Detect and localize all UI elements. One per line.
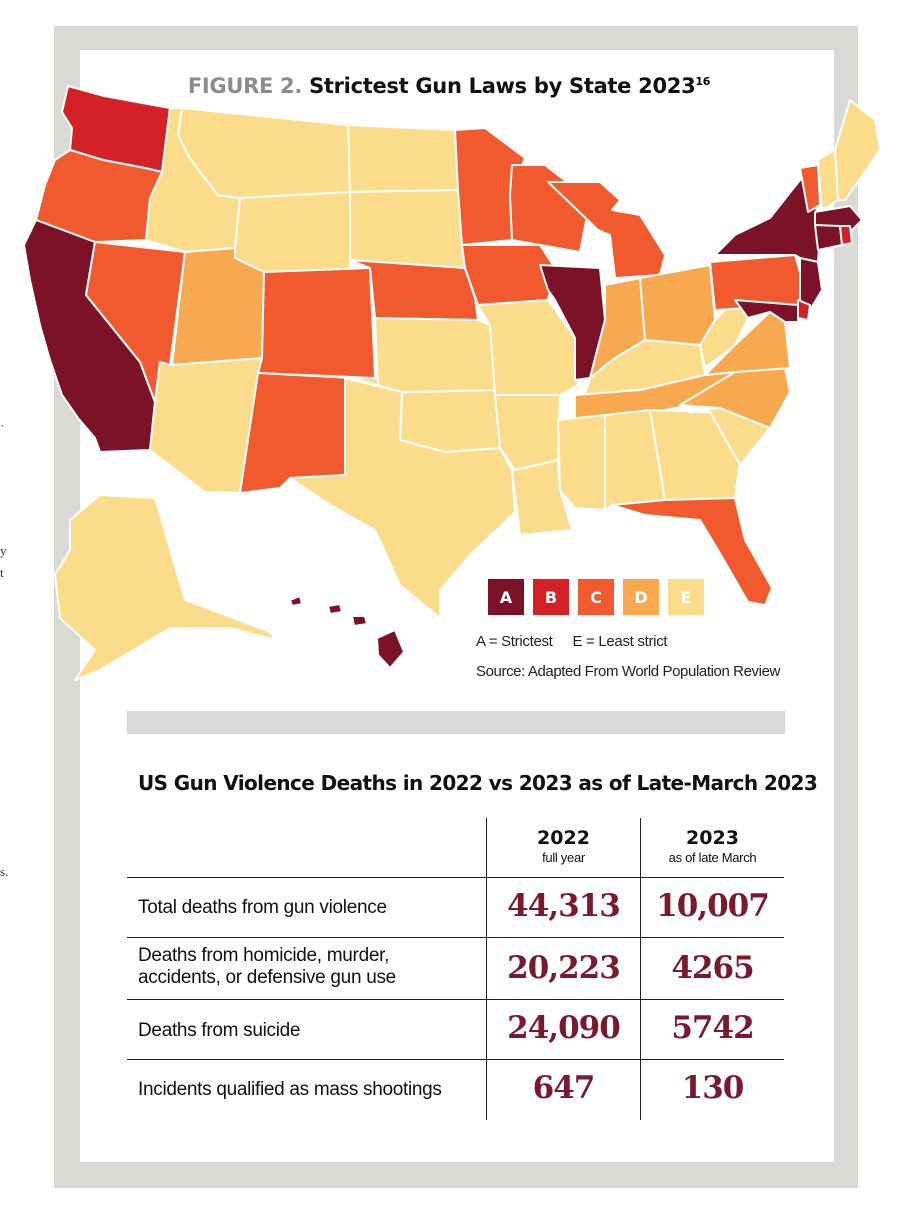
legend-strictest: A = Strictest	[476, 633, 553, 650]
legend-key-a: A	[488, 579, 524, 615]
state-new-jersey	[799, 257, 823, 311]
margin-fragment: y	[0, 543, 7, 558]
legend-note: A = Strictest E = Least strict	[476, 633, 683, 650]
table-rule	[127, 999, 784, 1000]
state-maine	[834, 99, 881, 201]
table-column-divider	[486, 818, 487, 1120]
table-rule	[127, 1059, 784, 1060]
legend-key-c: C	[578, 579, 614, 615]
state-south-carolina	[689, 407, 771, 466]
row-label: Incidents qualified as mass shootings	[138, 1079, 442, 1100]
section-divider	[127, 711, 785, 734]
state-hawaii	[351, 615, 368, 627]
value-2022: 20,223	[507, 950, 621, 986]
column-subtitle: full year	[542, 850, 585, 865]
margin-fragment: t	[0, 565, 4, 580]
state-colorado	[257, 267, 376, 379]
value-2023: 5742	[671, 1010, 754, 1046]
state-connecticut	[814, 224, 843, 251]
value-2023: 10,007	[656, 888, 770, 924]
state-missouri	[477, 299, 579, 396]
margin-fragment: ·	[0, 418, 5, 433]
table-title: US Gun Violence Deaths in 2022 vs 2023 a…	[138, 771, 818, 795]
figure-footnote: 16	[695, 75, 711, 88]
figure-title: FIGURE 2. Strictest Gun Laws by State 20…	[0, 74, 898, 98]
figure-title-text: Strictest Gun Laws by State 2023	[309, 74, 696, 98]
value-2023: 4265	[671, 950, 754, 986]
state-michigan	[547, 181, 666, 279]
column-subtitle: as of late March	[668, 850, 757, 865]
state-illinois	[539, 264, 606, 381]
state-kansas	[374, 317, 496, 394]
column-header-2022: 2022 full year	[487, 827, 640, 865]
state-texas	[289, 377, 516, 619]
state-wyoming	[234, 191, 351, 273]
table-rule	[127, 877, 784, 878]
value-2022: 24,090	[507, 1010, 621, 1046]
figure-label: FIGURE 2.	[187, 74, 303, 98]
column-year: 2022	[537, 827, 590, 849]
legend-key-e: E	[668, 579, 704, 615]
column-header-2023: 2023 as of late March	[641, 827, 784, 865]
state-south-dakota	[349, 189, 466, 269]
state-utah	[171, 247, 265, 366]
state-hawaii	[289, 595, 303, 607]
value-2022: 44,313	[507, 888, 621, 924]
row-label: Deaths from suicide	[138, 1020, 301, 1041]
state-ohio	[639, 264, 716, 346]
state-iowa	[461, 244, 556, 306]
state-florida	[611, 497, 773, 606]
state-massachusetts	[814, 205, 863, 231]
table-rule	[127, 937, 784, 938]
state-louisiana	[499, 447, 573, 536]
source-note: Source: Adapted From World Population Re…	[476, 663, 780, 680]
margin-fragment: s.	[0, 864, 9, 879]
row-label: Total deaths from gun violence	[138, 897, 387, 918]
column-year: 2023	[686, 827, 739, 849]
legend-least-strict: E = Least strict	[572, 633, 668, 650]
state-hawaii	[327, 603, 343, 615]
grade-legend: A B C D E	[488, 579, 713, 615]
value-2022: 647	[532, 1070, 596, 1106]
state-hawaii	[376, 629, 405, 669]
state-mississippi	[557, 414, 606, 511]
value-2023: 130	[681, 1070, 745, 1106]
state-rhode-island	[839, 225, 853, 246]
table-column-divider	[640, 818, 641, 1120]
row-label: Deaths from homicide, murder, accidents,…	[138, 945, 396, 988]
legend-key-b: B	[533, 579, 569, 615]
legend-key-d: D	[623, 579, 659, 615]
state-north-dakota	[347, 124, 459, 193]
state-vermont	[799, 164, 821, 213]
state-maryland	[734, 299, 799, 323]
state-alaska	[54, 494, 276, 681]
